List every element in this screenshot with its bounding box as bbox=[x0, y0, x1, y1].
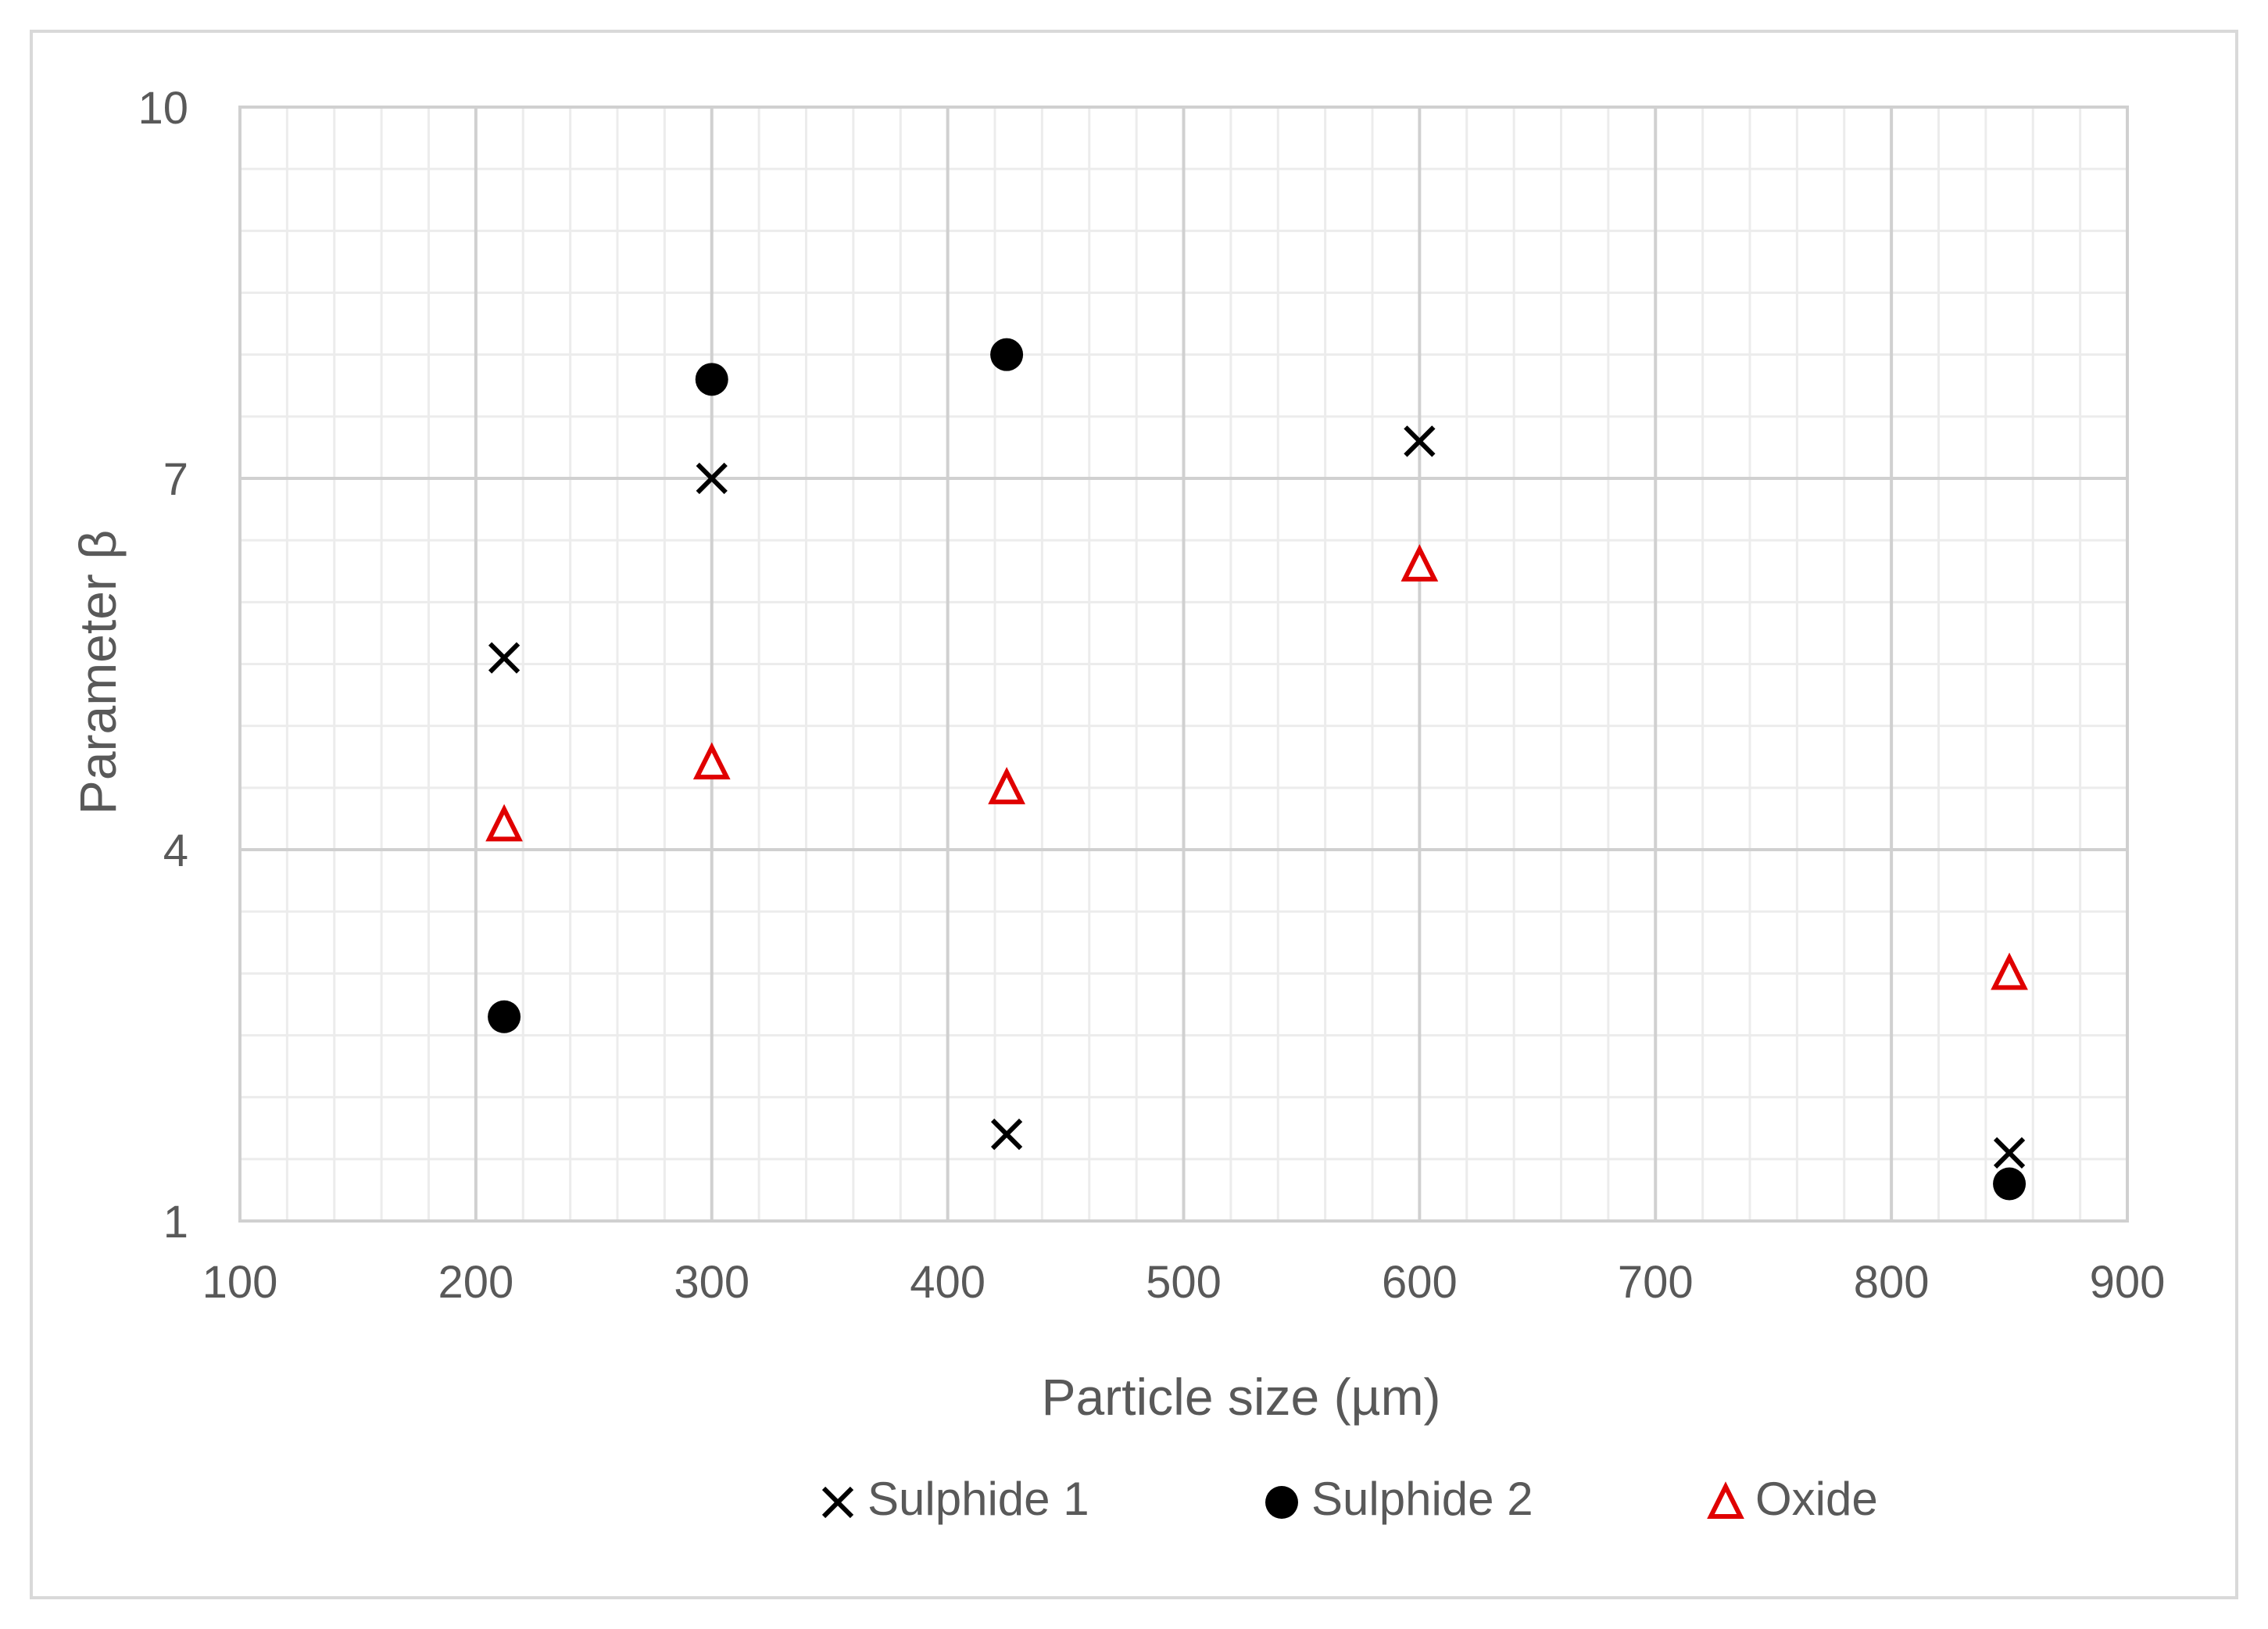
sulphide-2-point bbox=[488, 1000, 521, 1033]
sulphide-1-point bbox=[488, 642, 520, 674]
legend-marker-circle-icon bbox=[1265, 1486, 1298, 1519]
oxide-point bbox=[1401, 544, 1439, 582]
y-axis-title: Parameter β bbox=[69, 530, 127, 814]
x-tick-label: 300 bbox=[674, 1257, 749, 1308]
x-tick-label: 900 bbox=[2090, 1257, 2166, 1308]
y-tick-label: 7 bbox=[163, 454, 188, 505]
legend-marker-shape bbox=[1707, 1481, 1744, 1519]
oxide-point bbox=[1991, 952, 2028, 990]
sulphide-2-point bbox=[990, 338, 1024, 371]
x-tick-label: 400 bbox=[910, 1257, 986, 1308]
x-tick-label: 100 bbox=[202, 1257, 278, 1308]
sulphide-1-point bbox=[1404, 425, 1436, 457]
oxide-point bbox=[692, 742, 731, 780]
y-tick-label: 1 bbox=[163, 1197, 188, 1248]
legend-item-sulphide-1: Sulphide 1 bbox=[821, 1473, 1089, 1525]
legend-item-sulphide-2: Sulphide 2 bbox=[1265, 1473, 1533, 1525]
legend-label-sulphide-1: Sulphide 1 bbox=[867, 1473, 1089, 1525]
y-tick-label: 10 bbox=[138, 83, 188, 134]
sulphide-2-point bbox=[695, 363, 728, 396]
legend-item-oxide: Oxide bbox=[1707, 1473, 1878, 1525]
sulphide-1-point bbox=[696, 462, 728, 495]
x-tick-label: 200 bbox=[438, 1257, 513, 1308]
oxide-point bbox=[485, 804, 523, 842]
sulphide-1-point bbox=[990, 1119, 1023, 1151]
plot-area-border bbox=[238, 106, 2129, 1223]
x-tick-label: 800 bbox=[1854, 1257, 1930, 1308]
y-tick-label: 4 bbox=[163, 825, 188, 876]
x-tick-label: 500 bbox=[1146, 1257, 1222, 1308]
x-tick-label: 700 bbox=[1618, 1257, 1694, 1308]
legend-marker-triangle-icon bbox=[1707, 1481, 1744, 1519]
legend-marker-shape bbox=[1265, 1486, 1298, 1519]
legend: Sulphide 1 Sulphide 2 Oxide bbox=[821, 1473, 1878, 1525]
data-markers bbox=[485, 338, 2028, 1201]
x-axis-title: Particle size (µm) bbox=[1041, 1368, 1440, 1426]
legend-label-oxide: Oxide bbox=[1755, 1473, 1878, 1525]
legend-label-sulphide-2: Sulphide 2 bbox=[1311, 1473, 1533, 1525]
sulphide-2-point bbox=[1993, 1167, 2027, 1201]
oxide-point bbox=[988, 767, 1025, 804]
sulphide-1-point bbox=[1993, 1137, 2026, 1169]
legend-marker-shape bbox=[821, 1486, 854, 1519]
y-axis-tick-labels: 1 4 7 10 bbox=[138, 83, 188, 1248]
x-axis-tick-labels: 100 200 300 400 500 600 700 800 900 bbox=[202, 1257, 2166, 1308]
chart-frame bbox=[30, 30, 2238, 1599]
legend-marker-x-icon bbox=[821, 1486, 854, 1519]
x-tick-label: 600 bbox=[1382, 1257, 1458, 1308]
